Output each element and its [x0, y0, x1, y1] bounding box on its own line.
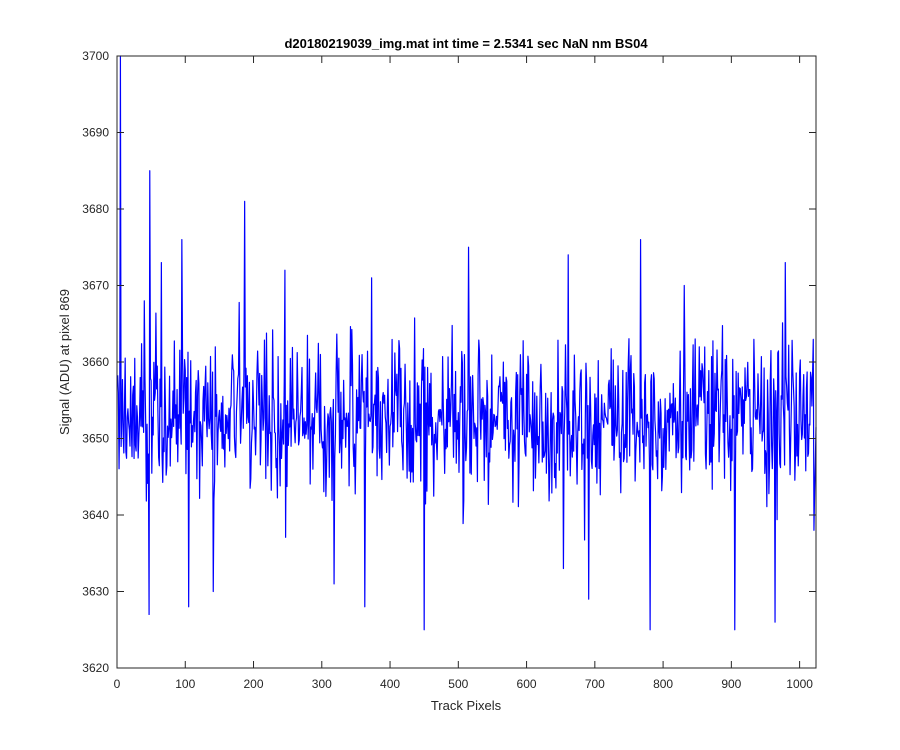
- x-tick-label: 400: [380, 677, 400, 691]
- x-tick-label: 0: [114, 677, 121, 691]
- y-tick-label: 3630: [82, 585, 109, 599]
- x-tick-label: 100: [175, 677, 195, 691]
- y-tick-label: 3670: [82, 279, 109, 293]
- x-tick-label: 600: [517, 677, 537, 691]
- y-tick-label: 3660: [82, 355, 109, 369]
- x-tick-label: 900: [721, 677, 741, 691]
- y-tick-label: 3620: [82, 661, 109, 675]
- x-axis-label: Track Pixels: [431, 698, 502, 713]
- y-tick-label: 3650: [82, 432, 109, 446]
- x-tick-label: 200: [244, 677, 264, 691]
- y-tick-label: 3680: [82, 202, 109, 216]
- data-layer: [117, 55, 817, 631]
- x-tick-label: 1000: [786, 677, 813, 691]
- x-tick-label: 300: [312, 677, 332, 691]
- x-tick-label: 500: [448, 677, 468, 691]
- x-tick-label: 700: [585, 677, 605, 691]
- series-line: [117, 55, 817, 631]
- x-tick-label: 800: [653, 677, 673, 691]
- chart-title: d20180219039_img.mat int time = 2.5341 s…: [284, 36, 648, 51]
- y-tick-label: 3690: [82, 126, 109, 140]
- y-tick-label: 3640: [82, 508, 109, 522]
- ticks-layer: 0 100 200 300 400 500 600 700 800 900 1000 3620 3630…: [82, 49, 816, 691]
- y-tick-label: 3700: [82, 49, 109, 63]
- y-axis-label: Signal (ADU) at pixel 869: [57, 289, 72, 435]
